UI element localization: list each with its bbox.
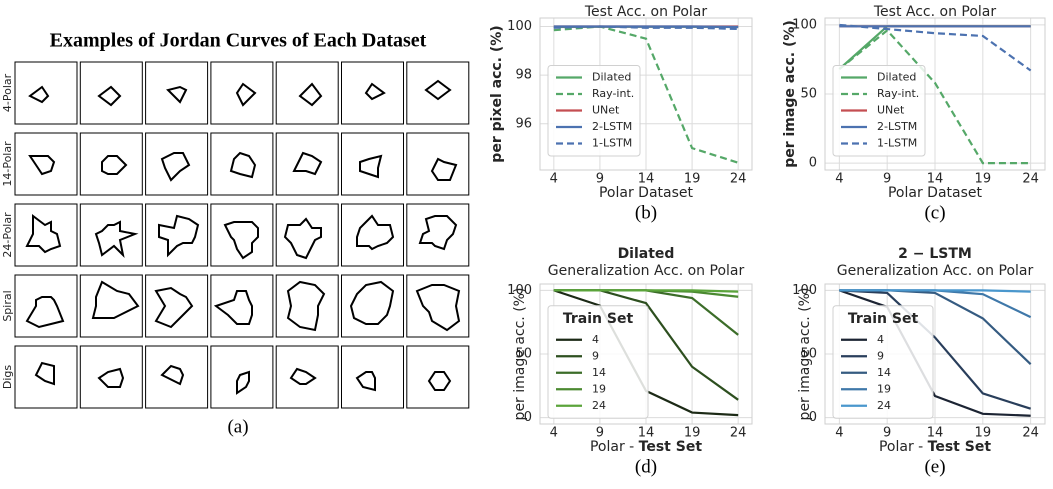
legend-label: 2-LSTM <box>592 120 632 133</box>
legend-label: Ray-int. <box>592 87 634 100</box>
legend-label: 9 <box>592 349 599 362</box>
y-axis-label: per image acc. (%) <box>797 288 813 421</box>
legend-label: 4 <box>592 333 599 346</box>
curve-box <box>276 133 338 195</box>
x-tick-label: 24 <box>1022 426 1039 441</box>
curve-box <box>146 204 208 266</box>
legend-label: UNet <box>877 104 905 117</box>
curve-box <box>15 204 77 266</box>
legend-label: 24 <box>592 399 606 412</box>
curve-box <box>80 346 142 408</box>
y-tick-label: 100 <box>507 19 532 34</box>
legend-label: 1-LSTM <box>877 137 917 150</box>
y-tick-label: 96 <box>515 116 532 131</box>
legend-label: Dilated <box>592 71 631 84</box>
y-tick-label: 98 <box>515 68 532 83</box>
chart-title: Dilated <box>618 246 675 262</box>
curve-box <box>146 346 208 408</box>
chart-caption: (b) <box>635 202 657 223</box>
row-label: Digs <box>1 365 14 390</box>
legend-label: UNet <box>592 104 620 117</box>
legend-label: 2-LSTM <box>877 120 917 133</box>
legend-label: 19 <box>592 382 606 395</box>
curve-box <box>146 133 208 195</box>
row-label: 14-Polar <box>1 141 14 187</box>
x-axis-label-part: Polar Dataset <box>599 185 694 201</box>
x-axis-label-part: Polar Dataset <box>888 185 983 201</box>
y-axis-label: per pixel acc. (%) <box>489 25 505 162</box>
legend-label: 14 <box>877 366 891 379</box>
curve-box <box>407 204 469 266</box>
x-tick-label: 4 <box>835 426 843 441</box>
legend-label: Dilated <box>877 71 916 84</box>
x-axis-label: Polar Dataset <box>888 185 983 201</box>
curve-box <box>15 275 77 337</box>
y-axis-label: per image acc. (%) <box>512 288 528 421</box>
curve-box <box>276 62 338 124</box>
series-line <box>554 290 738 291</box>
legend-title: Train Set <box>848 311 919 327</box>
x-tick-label: 24 <box>730 426 747 441</box>
curve-box <box>211 346 273 408</box>
x-axis-label: Polar Dataset <box>599 185 694 201</box>
x-tick-label: 4 <box>550 426 558 441</box>
chart-title: Test Acc. on Polar <box>873 4 997 20</box>
row-label: 4-Polar <box>1 73 14 112</box>
chart-title: 2 − LSTM <box>898 246 972 262</box>
chart-title: Test Acc. on Polar <box>584 4 708 20</box>
series-line <box>839 290 1030 291</box>
row-label: Spiral <box>1 290 14 321</box>
panel-a-caption: (a) <box>227 416 248 437</box>
legend-label: 4 <box>877 333 884 346</box>
curve-box <box>80 275 142 337</box>
x-axis-label: Polar - Test Set <box>879 439 991 455</box>
chart-caption: (c) <box>924 202 945 223</box>
y-tick-label: 0 <box>809 156 817 171</box>
chart-caption: (d) <box>635 456 657 477</box>
curve-box <box>211 275 273 337</box>
chart-subtitle: Generalization Acc. on Polar <box>837 263 1034 279</box>
curve-box <box>407 346 469 408</box>
x-tick-label: 4 <box>835 172 843 187</box>
curve-box <box>211 133 273 195</box>
curve-box <box>407 62 469 124</box>
x-axis-label-part: Test Set <box>639 439 703 455</box>
x-axis-label-part: Test Set <box>928 439 992 455</box>
legend-title: Train Set <box>563 311 634 327</box>
curve-box <box>276 346 338 408</box>
x-tick-label: 24 <box>1022 172 1039 187</box>
x-axis-label-part: Polar - <box>879 439 928 455</box>
curve-box <box>342 62 404 124</box>
legend-label: 19 <box>877 382 891 395</box>
curve-box <box>80 133 142 195</box>
curve-box <box>15 133 77 195</box>
curve-box <box>80 62 142 124</box>
curve-box <box>342 204 404 266</box>
y-tick-label: 50 <box>800 87 817 102</box>
legend-label: Ray-int. <box>877 87 919 100</box>
curve-box <box>342 133 404 195</box>
legend-label: 14 <box>592 366 606 379</box>
legend-label: 24 <box>877 399 891 412</box>
curve-box <box>407 133 469 195</box>
chart-subtitle: Generalization Acc. on Polar <box>548 263 745 279</box>
legend-label: 9 <box>877 349 884 362</box>
curve-box <box>211 62 273 124</box>
curve-box <box>15 346 77 408</box>
x-axis-label-part: Polar - <box>590 439 639 455</box>
figure: Examples of Jordan Curves of Each Datase… <box>0 0 1053 489</box>
row-label: 24-Polar <box>1 212 14 258</box>
curve-box <box>342 346 404 408</box>
y-axis-label: per image acc. (%) <box>782 20 798 168</box>
x-tick-label: 24 <box>730 172 747 187</box>
curve-box <box>146 62 208 124</box>
chart-caption: (e) <box>924 456 945 477</box>
legend-label: 1-LSTM <box>592 137 632 150</box>
x-tick-label: 4 <box>550 172 558 187</box>
curve-box <box>146 275 208 337</box>
x-axis-label: Polar - Test Set <box>590 439 702 455</box>
panel-a-title: Examples of Jordan Curves of Each Datase… <box>50 30 427 52</box>
